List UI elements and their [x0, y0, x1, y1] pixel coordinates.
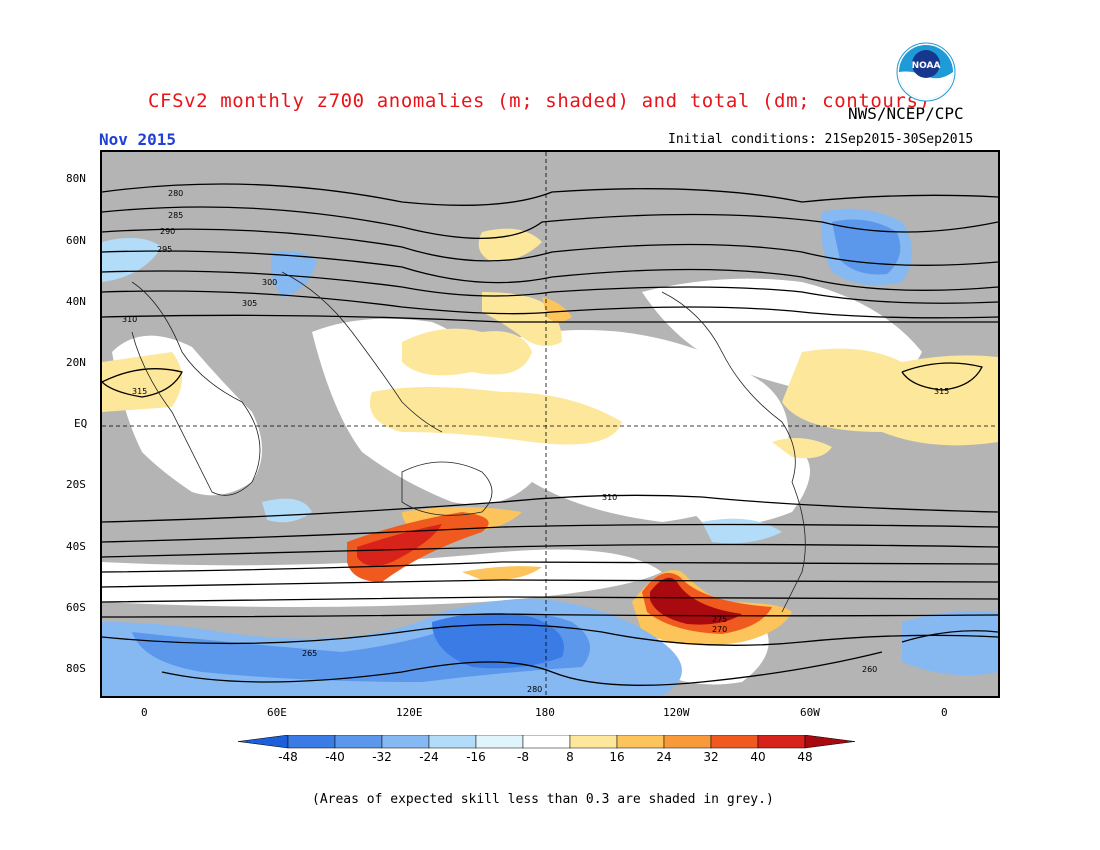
colorbar-box — [616, 735, 665, 749]
colorbar-tick-label: -24 — [419, 750, 439, 763]
contour-label: 290 — [160, 227, 175, 236]
colorbar-box — [569, 735, 618, 749]
map-canvas: 280 285 290 295 300 305 310 315 315 310 … — [102, 152, 998, 696]
colorbar-box — [522, 735, 571, 749]
colorbar-tick-label: 8 — [566, 750, 574, 763]
lon-label: 180 — [535, 706, 555, 719]
lat-label: 60N — [66, 234, 86, 247]
contour-label: 310 — [122, 315, 137, 324]
contour-label: 260 — [862, 665, 877, 674]
lon-label: 60W — [800, 706, 820, 719]
noaa-logo: NOAA — [896, 42, 956, 102]
colorbar-tick-label: -40 — [325, 750, 345, 763]
contour-labels: 280 285 290 295 300 305 310 315 315 310 … — [122, 189, 949, 694]
colorbar-box — [287, 735, 336, 749]
lat-label: 80N — [66, 172, 86, 185]
colorbar-tick-label: 40 — [750, 750, 765, 763]
colorbar-tick-label: 32 — [703, 750, 718, 763]
map-title: CFSv2 monthly z700 anomalies (m; shaded)… — [148, 90, 931, 112]
contour-label: 280 — [527, 685, 542, 694]
colorbar-tick-label: 24 — [656, 750, 671, 763]
colorbar-box — [334, 735, 383, 749]
colorbar-max-arrow — [804, 735, 856, 749]
lon-label: 0 — [141, 706, 148, 719]
forecast-month: Nov 2015 — [99, 130, 177, 149]
height-contours — [102, 183, 998, 686]
colorbar-tick-label: -16 — [466, 750, 486, 763]
contour-label: 275 — [712, 615, 727, 624]
initial-conditions: Initial conditions: 21Sep2015-30Sep2015 — [668, 132, 974, 147]
colorbar-tick-label: -48 — [278, 750, 298, 763]
contour-label: 305 — [242, 299, 257, 308]
colorbar-box — [381, 735, 430, 749]
colorbar-tick-label: 16 — [609, 750, 624, 763]
noaa-logo-text: NOAA — [912, 61, 941, 71]
colorbar-box — [428, 735, 477, 749]
lat-label: EQ — [74, 417, 88, 430]
colorbar-box — [757, 735, 806, 749]
lon-label: 120E — [396, 706, 423, 719]
contour-label: 315 — [934, 387, 949, 396]
lat-label: 40N — [66, 295, 86, 308]
contour-label: 270 — [712, 625, 727, 634]
lat-label: 60S — [66, 601, 86, 614]
skill-footnote: (Areas of expected skill less than 0.3 a… — [312, 792, 774, 807]
contour-label: 310 — [602, 493, 617, 502]
warm-anomalies — [102, 228, 998, 646]
contour-label: 295 — [157, 245, 172, 254]
colorbar-box — [710, 735, 759, 749]
colorbar: -48 -40 -32 -24 -16 -8 8 16 24 32 40 48 — [238, 735, 856, 763]
cold-anomalies — [102, 208, 998, 696]
anomaly-map: 280 285 290 295 300 305 310 315 315 310 … — [100, 150, 1000, 698]
contour-label: 265 — [302, 649, 317, 658]
contour-label: 280 — [168, 189, 183, 198]
lon-label: 60E — [267, 706, 287, 719]
contour-label: 285 — [168, 211, 183, 220]
lat-label: 80S — [66, 662, 86, 675]
colorbar-tick-label: -32 — [372, 750, 392, 763]
colorbar-tick-label: -8 — [517, 750, 529, 763]
colorbar-box — [663, 735, 712, 749]
colorbar-min-arrow — [238, 735, 289, 749]
agency-label: NWS/NCEP/CPC — [848, 104, 964, 123]
contour-label: 300 — [262, 278, 277, 287]
lat-label: 40S — [66, 540, 86, 553]
lat-label: 20S — [66, 478, 86, 491]
lon-label: 120W — [663, 706, 690, 719]
colorbar-box — [475, 735, 524, 749]
lat-label: 20N — [66, 356, 86, 369]
coastlines — [131, 271, 806, 613]
colorbar-tick-label: 48 — [797, 750, 812, 763]
lon-label: 0 — [941, 706, 948, 719]
contour-label: 315 — [132, 387, 147, 396]
